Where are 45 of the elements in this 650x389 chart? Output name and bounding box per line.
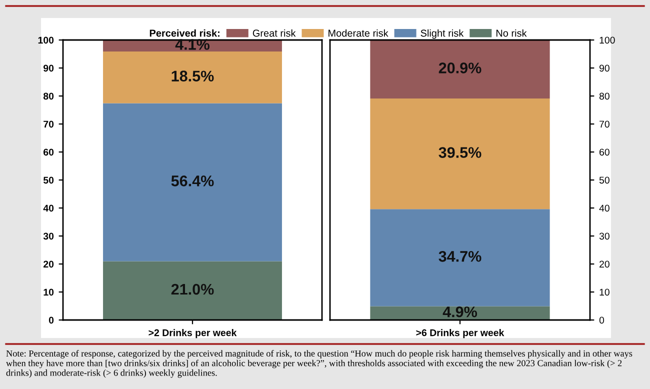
legend-label: Slight risk xyxy=(420,29,464,39)
legend-label: No risk xyxy=(496,29,527,37)
data-label: 4.1% xyxy=(175,39,210,50)
y-tick-label: 50 xyxy=(599,176,610,184)
bar xyxy=(103,51,282,104)
data-label: 34.7% xyxy=(438,250,482,262)
bar xyxy=(103,40,282,52)
data-label: 4.9% xyxy=(442,306,478,318)
y-tick-label: 30 xyxy=(43,232,54,240)
y-tick-label: 100 xyxy=(38,36,54,44)
y-tick-label: 80 xyxy=(599,92,610,100)
y-tick-label: 70 xyxy=(44,120,54,128)
y-tick-label: 100 xyxy=(600,36,615,44)
y-tick-label: 10 xyxy=(600,288,610,296)
data-label: 18.5% xyxy=(172,70,214,82)
text: Note: Percentage of response, categorized by the perceived magnitude of risk, to the question “How much do people risk harming themselves physically and in other ways when they have more than [two drinks/six drinks] of an alcoholic beverage per week?”, with thresholds associated with exceeding the new 2023 Canadian low-risk (> 2 drinks) and moderate-risk (> 6 drinks) weekly guidelines. xyxy=(6,350,632,378)
bar xyxy=(103,103,282,262)
bar xyxy=(370,40,550,99)
bar xyxy=(103,261,282,320)
y-tick-label: 0 xyxy=(599,316,604,324)
y-tick-label: 10 xyxy=(44,288,54,296)
legend-label: Great risk xyxy=(252,29,296,37)
data-label: 56.4% xyxy=(171,176,214,186)
x-tick-label: >2 Drinks per week xyxy=(148,329,237,338)
bar xyxy=(370,209,550,306)
y-tick-label: 40 xyxy=(43,204,54,212)
y-tick-label: 20 xyxy=(600,260,610,268)
y-tick-label: 70 xyxy=(600,120,610,128)
y-tick-label: 20 xyxy=(43,260,54,268)
data-label: 20.9% xyxy=(438,62,482,74)
y-tick-label: 80 xyxy=(43,92,54,100)
y-tick-label: 90 xyxy=(599,64,610,72)
y-tick-label: 40 xyxy=(599,204,610,212)
x-tick-label: >6 Drinks per week xyxy=(416,329,504,338)
legend-title: Perceived risk: xyxy=(150,29,220,37)
y-tick-label: 30 xyxy=(599,232,610,240)
data-label: 21.0% xyxy=(171,284,214,295)
y-tick-label: 60 xyxy=(600,148,610,156)
bar xyxy=(370,98,550,210)
y-tick-label: 90 xyxy=(43,64,54,72)
y-tick-label: 50 xyxy=(43,176,54,184)
data-label: 39.5% xyxy=(438,147,482,158)
y-tick-label: 60 xyxy=(44,148,54,156)
y-tick-label: 0 xyxy=(48,316,54,324)
legend-label: Moderate risk xyxy=(328,29,388,37)
